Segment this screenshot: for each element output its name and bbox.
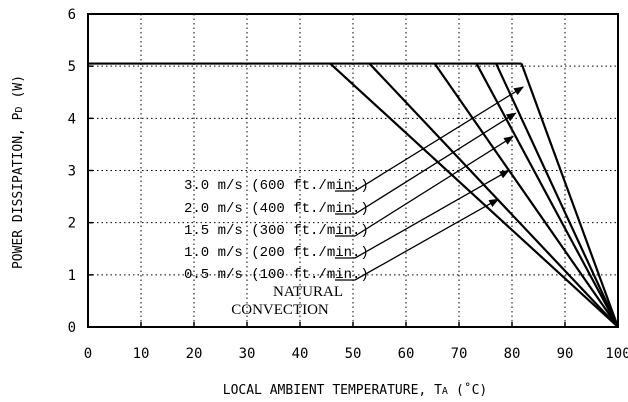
y-tick-label: 5 — [68, 59, 76, 75]
x-tick-label: 0 — [84, 346, 92, 362]
y-tick-label: 4 — [68, 111, 76, 127]
y-axis-title-unit: (W) — [11, 75, 26, 98]
y-axis-title: POWER DISSIPATION, PD (W) — [11, 75, 26, 269]
plot-frame — [87, 13, 619, 328]
series-line-1 — [368, 62, 619, 328]
x-tick-label: 10 — [133, 346, 150, 362]
x-tick-label: 40 — [292, 346, 309, 362]
x-tick-label: 60 — [398, 346, 415, 362]
grid-layer — [88, 14, 618, 327]
y-tick-label: 3 — [68, 164, 76, 180]
x-axis-title-sub: A — [442, 386, 448, 397]
y-tick-label: 1 — [68, 268, 76, 284]
airflow-label-3: 1.0 m/s (200 ft./min.) — [184, 245, 369, 261]
y-tick-label: 0 — [68, 320, 76, 336]
airflow-label-2: 1.5 m/s (300 ft./min.) — [184, 223, 369, 239]
airflow-arrow-0 — [354, 86, 524, 192]
series-line-4 — [495, 63, 619, 328]
annotation-layer: 3.0 m/s (600 ft./min.) 2.0 m/s (400 ft./m… — [184, 86, 524, 318]
airflow-label-0: 3.0 m/s (600 ft./min.) — [184, 178, 369, 194]
y-axis-title-main: POWER DISSIPATION, P — [11, 112, 26, 269]
x-axis-title-unit: (˚C) — [456, 382, 487, 398]
series-line-2 — [433, 62, 619, 328]
y-tick-label: 6 — [68, 7, 76, 23]
x-tick-label: 100 — [605, 346, 628, 362]
natural-convection-label-1: NATURAL — [273, 284, 343, 300]
x-tick-label: 30 — [239, 346, 256, 362]
y-tick-label: 2 — [68, 216, 76, 232]
series-layer — [88, 62, 620, 328]
x-tick-label: 80 — [504, 346, 521, 362]
airflow-label-4: 0.5 m/s (100 ft./min.) — [184, 267, 369, 283]
airflow-arrow-1 — [354, 112, 517, 215]
y-axis-title-sub: D — [14, 106, 25, 112]
x-tick-label: 70 — [451, 346, 468, 362]
x-axis-title-main: LOCAL AMBIENT TEMPERATURE, T — [223, 383, 442, 398]
x-tick-label: 90 — [557, 346, 574, 362]
series-line-3 — [475, 63, 619, 328]
series-line-0 — [329, 62, 619, 328]
airflow-label-1: 2.0 m/s (400 ft./min.) — [184, 201, 369, 217]
tick-labels: 0 10 20 30 40 50 60 70 80 90 100 0 1 2 3 4 5 6 — [68, 7, 628, 362]
airflow-arrow-3 — [354, 169, 510, 259]
airflow-arrow-2 — [354, 136, 514, 237]
airflow-arrow-4 — [354, 198, 500, 281]
series-line-5 — [520, 63, 620, 328]
x-tick-label: 20 — [186, 346, 203, 362]
natural-convection-label-2: CONVECTION — [231, 302, 329, 318]
x-axis-title: LOCAL AMBIENT TEMPERATURE, TA (˚C) — [223, 382, 488, 398]
x-tick-label: 50 — [345, 346, 362, 362]
